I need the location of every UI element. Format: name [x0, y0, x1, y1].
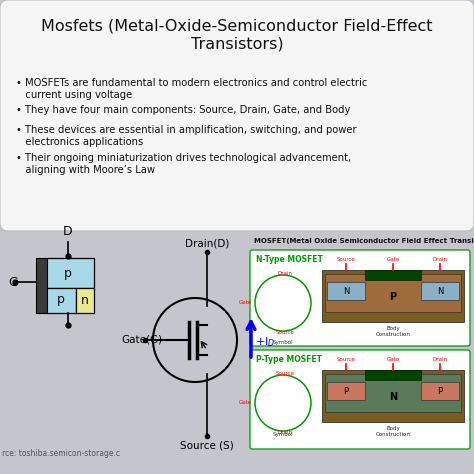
Bar — [421, 382, 459, 400]
Text: Source: Source — [275, 330, 294, 335]
Bar — [421, 282, 459, 300]
Text: Gate: Gate — [386, 257, 400, 262]
Text: P: P — [344, 386, 348, 395]
FancyBboxPatch shape — [0, 0, 474, 231]
FancyBboxPatch shape — [250, 250, 470, 346]
Text: +I$_D$: +I$_D$ — [255, 335, 275, 349]
Text: Source (S): Source (S) — [180, 440, 234, 450]
Bar — [365, 370, 421, 380]
Text: • MOSFETs are fundamental to modern electronics and control electric
   current : • MOSFETs are fundamental to modern elec… — [16, 78, 367, 100]
Bar — [322, 270, 464, 322]
Text: • They have four main components: Source, Drain, Gate, and Body: • They have four main components: Source… — [16, 105, 350, 115]
Text: p: p — [57, 293, 65, 307]
Text: n: n — [81, 293, 89, 307]
Text: Mosfets (Metal-Oxide-Semiconductor Field-Effect
Transistors): Mosfets (Metal-Oxide-Semiconductor Field… — [41, 18, 433, 52]
Bar — [327, 382, 365, 400]
Text: Symbol: Symbol — [273, 432, 293, 437]
Bar — [36, 258, 47, 313]
Text: G: G — [8, 275, 18, 289]
Text: Drain: Drain — [277, 430, 292, 435]
Text: Gate: Gate — [386, 357, 400, 362]
Text: Body
Construction: Body Construction — [375, 326, 410, 337]
Text: Source: Source — [337, 357, 356, 362]
Text: p: p — [64, 266, 72, 280]
Text: P: P — [438, 386, 443, 395]
Text: Drain(D): Drain(D) — [185, 238, 229, 248]
Text: Drain: Drain — [432, 257, 447, 262]
Bar — [0, 228, 474, 474]
Text: N-Type MOSFET: N-Type MOSFET — [256, 255, 323, 264]
Text: P: P — [390, 292, 397, 302]
Text: N: N — [389, 392, 397, 402]
Bar — [46, 258, 94, 288]
Text: Drain: Drain — [432, 357, 447, 362]
Bar — [325, 274, 461, 312]
Bar — [322, 370, 464, 422]
Text: Gate: Gate — [239, 401, 252, 405]
Text: Body
Construction: Body Construction — [375, 426, 410, 437]
Bar — [327, 282, 365, 300]
Text: P-Type MOSFET: P-Type MOSFET — [256, 355, 322, 364]
Text: Symbol: Symbol — [273, 340, 293, 345]
Text: Gate(G): Gate(G) — [121, 335, 162, 345]
Text: Drain: Drain — [277, 271, 292, 276]
Text: Source: Source — [337, 257, 356, 262]
Bar — [46, 288, 76, 313]
Text: N: N — [437, 286, 443, 295]
Bar — [76, 288, 94, 313]
Text: Gate: Gate — [239, 301, 252, 306]
Text: • Their ongoing miniaturization drives technological advancement,
   aligning wi: • Their ongoing miniaturization drives t… — [16, 153, 351, 175]
Bar — [365, 270, 421, 280]
Text: N: N — [343, 286, 349, 295]
Text: MOSFET(Metal Oxide Semiconductor Field Effect Transistor): MOSFET(Metal Oxide Semiconductor Field E… — [254, 238, 474, 244]
Bar — [325, 374, 461, 412]
Text: Source: Source — [275, 371, 294, 376]
Text: D: D — [63, 225, 73, 238]
FancyBboxPatch shape — [250, 350, 470, 449]
Text: • These devices are essential in amplification, switching, and power
   electron: • These devices are essential in amplifi… — [16, 125, 356, 147]
Text: rce: toshiba.semicon-storage.c: rce: toshiba.semicon-storage.c — [2, 449, 120, 458]
